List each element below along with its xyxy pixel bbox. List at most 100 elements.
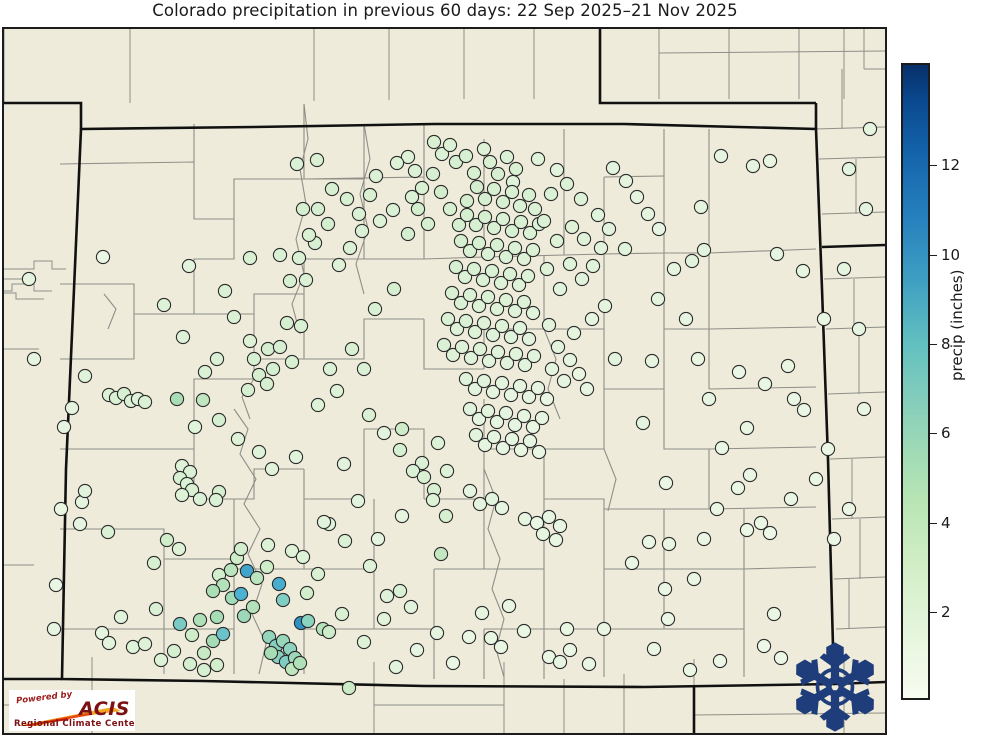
station-marker[interactable] [504,184,520,200]
station-marker[interactable] [517,511,533,527]
station-marker[interactable] [566,325,582,341]
station-marker[interactable] [331,257,347,273]
station-marker[interactable] [336,456,352,472]
station-marker[interactable] [780,358,796,374]
station-marker[interactable] [457,269,473,285]
station-marker[interactable] [535,526,551,542]
station-marker[interactable] [300,613,316,629]
station-marker[interactable] [686,571,702,587]
station-marker[interactable] [72,516,88,532]
station-marker[interactable] [146,555,162,571]
station-marker[interactable] [400,149,416,165]
station-marker[interactable] [474,605,490,621]
station-marker[interactable] [289,156,305,172]
station-marker[interactable] [351,206,367,222]
station-marker[interactable] [468,427,484,443]
station-marker[interactable] [485,384,501,400]
station-marker[interactable] [757,376,773,392]
station-marker[interactable] [288,449,304,465]
station-marker[interactable] [440,311,456,327]
station-marker[interactable] [309,152,325,168]
station-marker[interactable] [230,431,246,447]
station-marker[interactable] [745,158,761,174]
station-marker[interactable] [660,611,676,627]
station-marker[interactable] [499,355,515,371]
station-marker[interactable] [367,301,383,317]
station-marker[interactable] [284,354,300,370]
station-marker[interactable] [541,317,557,333]
station-marker[interactable] [298,272,314,288]
station-marker[interactable] [808,471,824,487]
station-marker[interactable] [489,237,505,253]
station-marker[interactable] [159,532,175,548]
station-marker[interactable] [684,253,700,269]
station-marker[interactable] [324,181,340,197]
station-marker[interactable] [388,659,404,675]
station-marker[interactable] [468,217,484,233]
colorbar[interactable] [901,63,930,700]
station-marker[interactable] [26,351,42,367]
station-marker[interactable] [181,258,197,274]
station-marker[interactable] [601,221,617,237]
station-marker[interactable] [525,419,541,435]
station-marker[interactable] [585,258,601,274]
station-marker[interactable] [477,437,493,453]
station-marker[interactable] [508,346,524,362]
station-marker[interactable] [476,315,492,331]
station-marker[interactable] [521,389,537,405]
station-marker[interactable] [260,341,276,357]
station-marker[interactable] [275,592,291,608]
station-marker[interactable] [425,492,441,508]
station-marker[interactable] [498,405,514,421]
station-marker[interactable] [56,419,72,435]
station-marker[interactable] [477,209,493,225]
station-marker[interactable] [240,382,256,398]
station-marker[interactable] [629,189,645,205]
station-marker[interactable] [95,249,111,265]
station-marker[interactable] [209,609,225,625]
station-marker[interactable] [215,626,231,642]
station-marker[interactable] [409,642,425,658]
station-marker[interactable] [544,361,560,377]
station-marker[interactable] [404,189,420,205]
station-marker[interactable] [385,202,401,218]
station-marker[interactable] [265,361,281,377]
station-marker[interactable] [192,612,208,628]
station-marker[interactable] [264,461,280,477]
station-marker[interactable] [836,261,852,277]
station-marker[interactable] [53,501,69,517]
station-marker[interactable] [482,154,498,170]
station-marker[interactable] [489,301,505,317]
station-marker[interactable] [498,249,514,265]
station-marker[interactable] [713,148,729,164]
station-marker[interactable] [260,537,276,553]
station-marker[interactable] [714,440,730,456]
station-marker[interactable] [657,581,673,597]
station-marker[interactable] [486,220,502,236]
station-marker[interactable] [448,259,464,275]
station-markers-layer[interactable] [21,121,878,696]
station-marker[interactable] [471,235,487,251]
station-marker[interactable] [851,321,867,337]
station-marker[interactable] [458,313,474,329]
station-marker[interactable] [820,441,836,457]
station-marker[interactable] [259,559,275,575]
station-marker[interactable] [525,242,541,258]
station-marker[interactable] [494,375,510,391]
station-marker[interactable] [550,339,566,355]
station-marker[interactable] [251,444,267,460]
station-marker[interactable] [433,184,449,200]
station-marker[interactable] [564,219,580,235]
station-marker[interactable] [641,534,657,550]
station-marker[interactable] [495,440,511,456]
station-marker[interactable] [466,165,482,181]
station-marker[interactable] [462,287,478,303]
station-marker[interactable] [646,641,662,657]
station-marker[interactable] [292,655,308,671]
station-marker[interactable] [169,391,185,407]
station-marker[interactable] [678,311,694,327]
station-marker[interactable] [485,327,501,343]
station-marker[interactable] [651,221,667,237]
station-marker[interactable] [816,311,832,327]
station-marker[interactable] [484,491,500,507]
